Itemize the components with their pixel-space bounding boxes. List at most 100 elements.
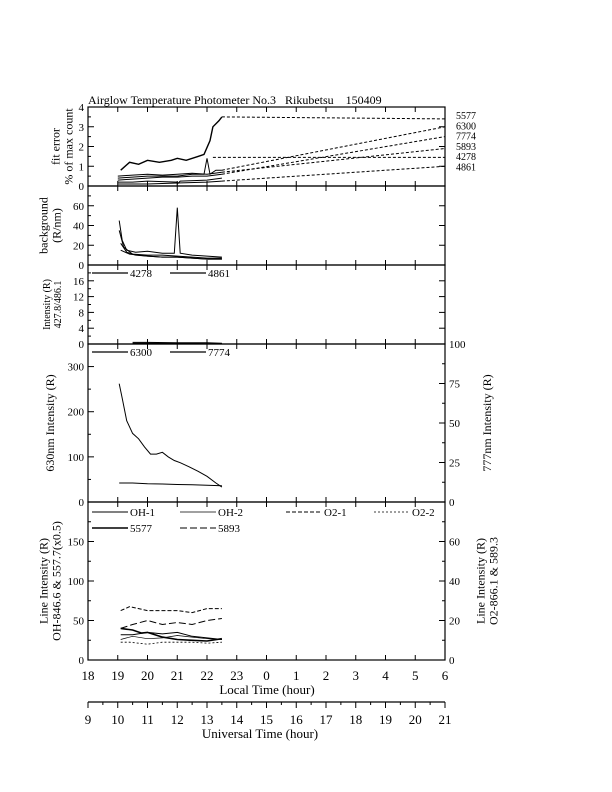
- y-tick-label: 20: [73, 240, 85, 252]
- universal-tick-label: 11: [141, 712, 154, 727]
- universal-tick-label: 21: [439, 712, 452, 727]
- y-axis-label-right-line: 777nm Intensity (R): [480, 374, 494, 471]
- y-tick-label-right: 0: [449, 655, 455, 667]
- y-axis-label-right: Line Intensity (R) O2-866.1 & 589.3: [474, 537, 501, 625]
- y-tick-label: 0: [79, 339, 85, 351]
- y-axis-label-line: background: [37, 197, 51, 254]
- local-time-label: Local Time (hour): [219, 682, 314, 697]
- series-line-5577: [120, 627, 223, 642]
- y-tick-label: 150: [68, 537, 85, 549]
- line-label-6300: 6300: [456, 121, 476, 132]
- universal-tick-label: 20: [409, 712, 422, 727]
- figure-title: Airglow Temperature Photometer No.3 Riku…: [88, 93, 382, 107]
- y-tick-label: 0: [79, 181, 85, 193]
- y-tick-label: 12: [73, 292, 84, 304]
- series-line-5893: [117, 171, 222, 177]
- series-line-7774: [117, 173, 222, 181]
- line-label-4278: 4278: [456, 152, 476, 163]
- series-line-7774: [119, 482, 222, 487]
- line-label-4861: 4861: [456, 163, 476, 174]
- legend-label-OH-1: OH-1: [130, 507, 155, 519]
- local-tick-label: 5: [412, 668, 419, 683]
- panel-background: 0 20 40 60 background (R/nm): [37, 185, 446, 272]
- series-line-o2-1: [120, 606, 222, 614]
- series-line-5577: [120, 116, 223, 171]
- local-tick-label: 3: [353, 668, 360, 683]
- y-axis-label-right: 777nm Intensity (R): [480, 374, 494, 471]
- local-tick-label: 0: [263, 668, 270, 683]
- y-tick-label-right: 20: [449, 616, 461, 628]
- y-axis-label-right-line: Line Intensity (R): [474, 538, 488, 624]
- panel-intensity-blue: 0 4 8 12 16 Intensity (R) 427.8/486.1 4278 4861: [42, 264, 446, 351]
- y-tick-label-right: 0: [449, 497, 455, 509]
- series-line-4861: [117, 180, 222, 185]
- legend-label-5893: 5893: [218, 523, 241, 535]
- line-label-5577: 5577: [456, 111, 476, 122]
- legend-label-O2-1: O2-1: [324, 507, 347, 519]
- universal-tick-label: 19: [379, 712, 392, 727]
- y-tick-label: 40: [73, 221, 85, 233]
- legend-label-4278: 4278: [130, 268, 153, 280]
- universal-tick-label: 15: [260, 712, 273, 727]
- universal-tick-label: 17: [320, 712, 334, 727]
- connector-line-4861: [221, 165, 446, 182]
- y-axis-label-line: (R/nm): [50, 208, 64, 243]
- local-tick-label: 2: [323, 668, 330, 683]
- y-axis-label-line: OH-846.6 & 557.7(x0.5): [50, 521, 64, 641]
- universal-tick-label: 14: [230, 712, 244, 727]
- y-tick-label-right: 75: [449, 379, 461, 391]
- local-tick-label: 23: [230, 668, 243, 683]
- y-tick-label: 60: [73, 201, 85, 213]
- universal-time-label: Universal Time (hour): [202, 726, 318, 741]
- y-tick-label-right: 100: [449, 339, 466, 351]
- series-line-5893: [120, 618, 222, 629]
- legend-label-4861: 4861: [208, 268, 230, 280]
- y-axis-label: 630nm Intensity (R): [43, 374, 57, 471]
- universal-tick-label: 12: [171, 712, 184, 727]
- series-line-oh-2: [120, 635, 222, 640]
- local-tick-label: 21: [171, 668, 184, 683]
- y-axis-label: background (R/nm): [37, 197, 64, 254]
- panel-frame: [87, 343, 446, 503]
- connector-line-5893: [221, 148, 446, 173]
- universal-tick-label: 13: [201, 712, 214, 727]
- y-axis-label-line: 630nm Intensity (R): [43, 374, 57, 471]
- y-axis-label-line: fit error: [49, 128, 63, 165]
- connector-line-5577: [221, 116, 446, 120]
- y-tick-label: 0: [79, 497, 85, 509]
- y-axis-label-line: Intensity (R): [42, 279, 53, 330]
- y-tick-label: 0: [79, 260, 85, 272]
- legend-label-5577: 5577: [130, 523, 153, 535]
- y-tick-label: 300: [68, 362, 85, 374]
- legend-label-O2-2: O2-2: [412, 507, 435, 519]
- y-tick-label: 2: [79, 142, 85, 154]
- series-line-6300: [117, 158, 222, 179]
- legend-label-7774: 7774: [208, 347, 231, 359]
- legend-label-6300: 6300: [130, 347, 153, 359]
- y-axis-label-right-line: O2-866.1 & 589.3: [487, 537, 501, 625]
- y-axis-label-line: % of max count: [62, 108, 76, 185]
- local-tick-label: 19: [111, 668, 124, 683]
- y-axis-label-line: Line Intensity (R): [37, 538, 51, 624]
- y-tick-label: 50: [73, 616, 85, 628]
- line-label-5893: 5893: [456, 142, 476, 153]
- panel-red-oxygen: 0 100 200 300 0 25 50 75 100 630nm Intensity (R) 7…: [43, 339, 494, 509]
- y-axis-label: Line Intensity (R) OH-846.6 & 557.7(x0.5): [37, 521, 64, 641]
- y-tick-label-right: 25: [449, 458, 461, 470]
- y-tick-label: 0: [79, 655, 85, 667]
- local-tick-label: 18: [82, 668, 95, 683]
- time-axes: 18 19 20 21 22 23 0 1 2 3 4 5 69 10 11 12 13 14 15 16 17 18 19…: [82, 668, 452, 727]
- y-axis-label: fit error% of max count: [49, 108, 76, 185]
- line-label-7774: 7774: [456, 132, 476, 143]
- y-tick-label-right: 50: [449, 418, 461, 430]
- series-line-b4: [120, 249, 222, 260]
- panel-frame: [87, 185, 446, 266]
- series-line-6300: [118, 383, 223, 488]
- y-tick-label: 4: [79, 323, 85, 335]
- y-tick-label: 100: [68, 576, 85, 588]
- universal-tick-label: 10: [111, 712, 124, 727]
